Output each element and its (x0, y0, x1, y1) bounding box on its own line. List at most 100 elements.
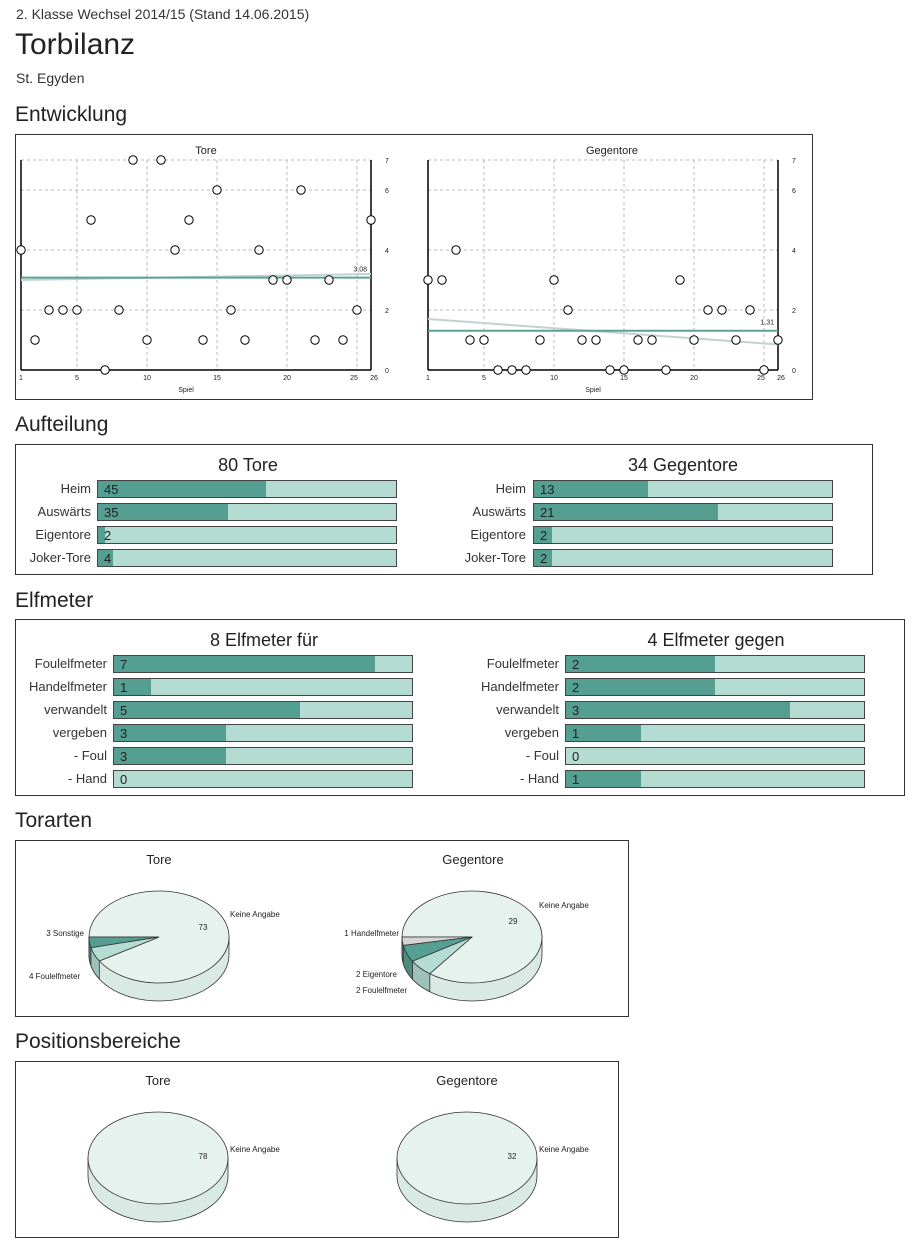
bar-fill (566, 725, 641, 741)
data-point (100, 365, 110, 375)
bar-value-label: 5 (120, 703, 128, 718)
positionsbereiche-panel: Tore Keine Angabe 78 Gegentore Keine Angabe 3… (15, 1061, 619, 1238)
bar-value-label: 2 (540, 528, 548, 543)
bar-fill (114, 748, 226, 764)
data-point (661, 365, 671, 375)
data-point (352, 305, 362, 315)
data-point (437, 275, 447, 285)
section-heading-torarten: Torarten (15, 809, 93, 832)
bar-value-label: 3 (120, 749, 128, 764)
x-tick-label: 10 (550, 375, 558, 382)
bar-fill (566, 771, 641, 787)
pie-slice-main (87, 1111, 229, 1205)
bar-fill (566, 656, 715, 672)
y-tick-label: 2 (385, 308, 389, 315)
pie-slice-label: 2 Eigentore (356, 970, 397, 979)
data-point (633, 335, 643, 345)
team-name: St. Egyden (16, 70, 85, 86)
section-heading-elfmeter: Elfmeter (15, 589, 94, 612)
data-point (423, 275, 433, 285)
pie-slice-label: 1 Handelfmeter (344, 929, 399, 938)
bar-category-label: Joker-Tore (29, 550, 91, 565)
bar-fill (534, 504, 719, 520)
y-tick-label: 0 (385, 368, 389, 375)
chart-title: Gegentore (586, 145, 638, 157)
pie-title: Tore (145, 1073, 170, 1088)
bar-fill (98, 481, 266, 497)
bar-value-label: 2 (540, 551, 548, 566)
pie-slice-value: 32 (508, 1152, 517, 1161)
data-point (731, 335, 741, 345)
pie-slice-main (396, 1111, 538, 1205)
x-tick-label: 25 (757, 375, 765, 382)
data-point (170, 245, 180, 255)
bar-value-label: 35 (104, 505, 119, 520)
data-point (226, 305, 236, 315)
y-tick-label: 7 (385, 158, 389, 165)
bar-chart-title: 8 Elfmeter für (209, 630, 319, 650)
bar-value-label: 13 (540, 482, 555, 497)
y-tick-label: 0 (792, 368, 796, 375)
average-label: 3,08 (353, 267, 367, 274)
y-tick-label: 4 (792, 248, 796, 255)
data-point (577, 335, 587, 345)
data-point (30, 335, 40, 345)
bar-fill (114, 725, 226, 741)
section-heading-positionsbereiche: Positionsbereiche (15, 1030, 181, 1053)
data-point (675, 275, 685, 285)
x-tick-label: 15 (213, 375, 221, 382)
y-tick-label: 6 (385, 188, 389, 195)
bar-fill (114, 656, 375, 672)
bar-value-label: 45 (104, 482, 119, 497)
data-point (58, 305, 68, 315)
bar-track: 2 (565, 655, 865, 673)
pie-slice-value: 29 (509, 917, 518, 926)
data-point (142, 335, 152, 345)
bar-track: 3 (113, 747, 413, 765)
bar-track: 1 (113, 678, 413, 696)
pie-slice (411, 936, 473, 975)
data-point (507, 365, 517, 375)
data-point (647, 335, 657, 345)
positionsbereiche-pie-charts: Tore Keine Angabe 78 Gegentore Keine Angabe 3… (87, 1073, 589, 1223)
bar-value-label: 3 (120, 726, 128, 741)
bar-category-label: Handelfmeter (28, 679, 107, 694)
pie-slice-value: 78 (199, 1152, 208, 1161)
data-point (184, 215, 194, 225)
bar-category-label: Heim (495, 481, 526, 496)
bar-value-label: 0 (572, 749, 580, 764)
bar-value-label: 2 (572, 680, 580, 695)
data-point (114, 305, 124, 315)
page-title: Torbilanz (15, 28, 136, 61)
x-tick-label: 26 (370, 375, 378, 382)
data-point (366, 215, 376, 225)
x-tick-label: 10 (143, 375, 151, 382)
section-heading-entwicklung: Entwicklung (15, 103, 128, 126)
bar-category-label: - Hand (67, 771, 107, 786)
bar-category-label: - Foul (73, 748, 107, 763)
chart-title: Tore (195, 145, 216, 157)
torarten-pie-charts: Tore Keine Angabe 73 3 Sonstige 4 Foulelfmet… (29, 852, 589, 1002)
data-point (479, 335, 489, 345)
page-subtitle: 2. Klasse Wechsel 2014/15 (Stand 14.06.2… (16, 6, 310, 22)
y-tick-label: 4 (385, 248, 389, 255)
data-point (212, 185, 222, 195)
bar-category-label: Eigentore (470, 527, 526, 542)
bar-track: 1 (565, 724, 865, 742)
bar-track: 3 (565, 701, 865, 719)
pie-slice-label: Keine Angabe (539, 901, 589, 910)
x-axis-label: Spiel (178, 387, 194, 394)
bar-track: 35 (97, 503, 397, 521)
bar-track: 2 (97, 526, 397, 544)
data-point (493, 365, 503, 375)
data-point (465, 335, 475, 345)
bar-category-label: Foulelfmeter (34, 656, 107, 671)
bar-track: 0 (565, 747, 865, 765)
bar-value-label: 2 (104, 528, 112, 543)
pie-slice-label: Keine Angabe (230, 910, 280, 919)
bar-category-label: Auswärts (37, 504, 91, 519)
x-tick-label: 5 (75, 375, 79, 382)
bar-fill (114, 679, 152, 695)
bar-track: 4 (97, 549, 397, 567)
data-point (591, 335, 601, 345)
